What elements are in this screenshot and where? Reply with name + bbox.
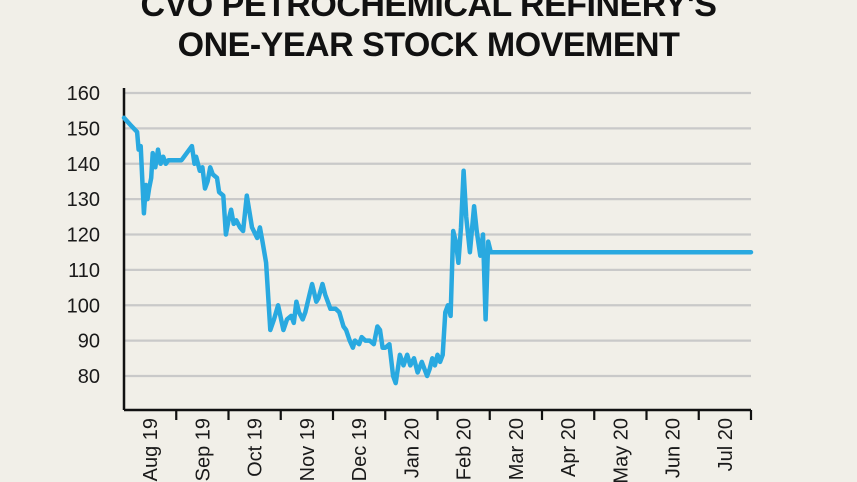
gridlines: [124, 91, 751, 378]
x-tick-label: Sep 19: [192, 418, 214, 481]
x-tick-label: Apr 20: [558, 418, 580, 477]
x-tick-label: Aug 19: [140, 418, 162, 481]
chart-title: CVO PETROCHEMICAL REFINERY'S: [140, 0, 717, 24]
y-tick-label: 160: [67, 83, 100, 105]
x-tick-label: Jul 20: [715, 418, 737, 471]
x-tick-label: Dec 19: [349, 418, 371, 481]
x-axis-ticks: Aug 19 Sep 19 Oct 19 Nov 19 Dec 19 Jan 20 Feb …: [140, 410, 753, 482]
x-tick-label: Feb 20: [454, 418, 476, 480]
series-line-stock-price: [121, 115, 754, 386]
y-tick-label: 130: [67, 189, 100, 211]
x-tick-label: Jan 20: [401, 418, 423, 478]
series-layer: [121, 115, 754, 386]
x-tick-label: Oct 19: [245, 418, 267, 477]
chart-subtitle: ONE-YEAR STOCK MOVEMENT: [177, 26, 680, 64]
x-tick-label: May 20: [610, 418, 632, 482]
y-axis-ticks: 80 90 100 110 120 130 140 150 160: [67, 83, 100, 388]
x-tick-label: Mar 20: [506, 418, 528, 480]
y-tick-label: 150: [67, 118, 100, 140]
y-tick-label: 110: [68, 260, 100, 282]
y-tick-label: 140: [67, 154, 100, 176]
x-tick-label: Nov 19: [297, 418, 319, 481]
y-tick-label: 100: [67, 295, 100, 317]
y-tick-label: 90: [78, 331, 100, 353]
y-tick-label: 80: [78, 366, 100, 388]
y-tick-label: 120: [67, 225, 100, 247]
x-tick-label: Jun 20: [663, 418, 685, 478]
